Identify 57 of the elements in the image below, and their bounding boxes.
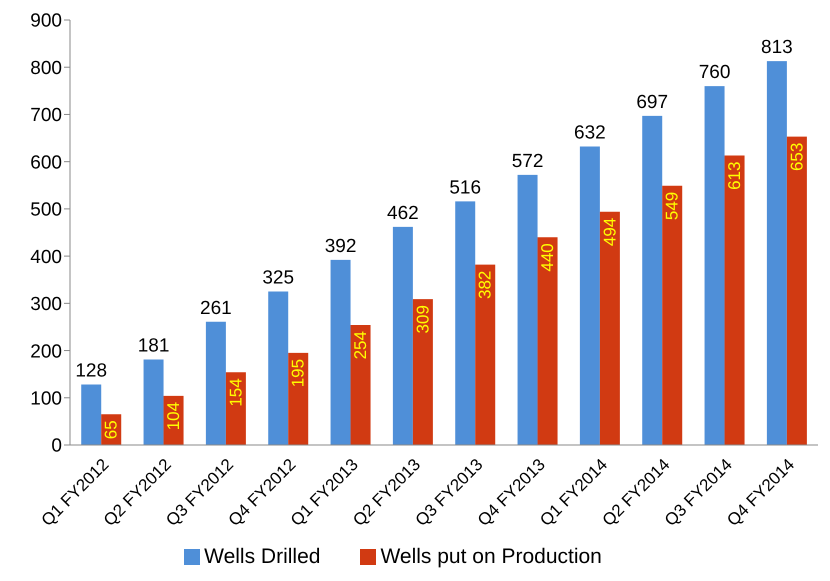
bar: [268, 292, 288, 445]
data-label: 325: [262, 268, 294, 289]
data-label: 309: [413, 305, 432, 334]
data-label: 813: [761, 37, 793, 58]
bar: [455, 201, 476, 445]
bar: [600, 212, 620, 445]
legend-label: Wells put on Production: [380, 545, 602, 568]
data-label: 516: [449, 177, 482, 198]
data-label: 462: [387, 202, 419, 224]
data-label: 392: [324, 236, 356, 257]
data-label: 382: [476, 270, 495, 299]
bar: [518, 174, 538, 445]
y-tick-label: 100: [30, 388, 62, 410]
y-tick-label: 200: [30, 341, 62, 362]
data-label: 254: [351, 331, 370, 360]
data-label: 65: [102, 420, 121, 440]
data-label: 697: [636, 92, 668, 113]
data-label: 195: [288, 358, 308, 388]
data-label: 760: [698, 62, 730, 84]
bar: [81, 384, 102, 445]
data-label: 549: [662, 192, 682, 220]
bar: [724, 156, 745, 445]
y-tick-label: 600: [30, 152, 62, 174]
y-tick-label: 400: [30, 246, 62, 268]
bar: [330, 260, 351, 445]
data-label: 104: [164, 402, 184, 430]
data-label: 181: [138, 336, 170, 357]
bar: [288, 352, 308, 445]
data-label: 572: [512, 150, 544, 172]
bar: [412, 299, 433, 445]
data-label: 632: [574, 122, 606, 144]
bar: [704, 86, 725, 445]
y-tick-label: 900: [30, 10, 62, 32]
y-tick-label: 500: [30, 200, 62, 221]
bar: [392, 226, 413, 445]
bar: [766, 61, 787, 445]
bar: [580, 146, 600, 445]
data-label: 440: [538, 243, 558, 272]
data-label: 261: [200, 298, 232, 319]
y-tick-label: 0: [51, 436, 62, 457]
bar: [662, 186, 682, 445]
bar: [475, 264, 496, 445]
data-label: 653: [787, 142, 806, 172]
legend-label: Wells Drilled: [204, 545, 320, 568]
y-tick-label: 700: [30, 105, 62, 126]
bar: [786, 136, 807, 445]
data-label: 613: [725, 162, 744, 190]
bar: [538, 237, 558, 445]
bar: [144, 360, 164, 445]
data-label: 128: [75, 360, 108, 382]
y-tick-label: 300: [30, 294, 62, 316]
y-tick-label: 800: [30, 58, 62, 79]
bar: [206, 322, 226, 445]
bar: [642, 116, 662, 445]
data-label: 494: [600, 218, 620, 246]
bar: [350, 325, 371, 445]
data-label: 154: [226, 378, 246, 407]
